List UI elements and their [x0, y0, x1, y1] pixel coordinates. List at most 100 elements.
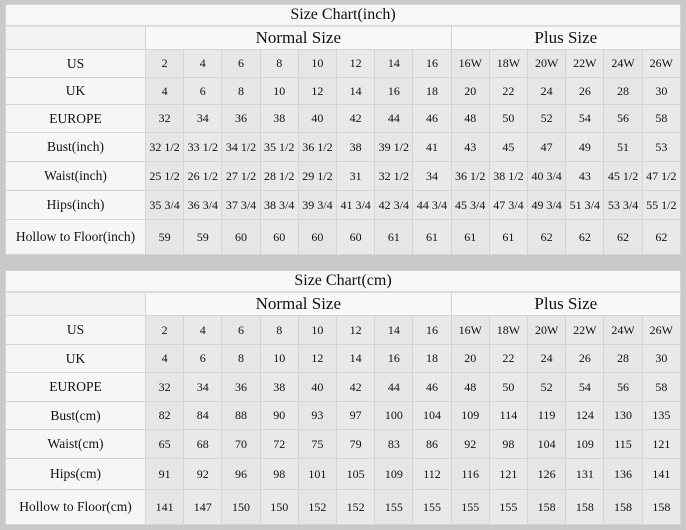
size-value-cell: 114 — [488, 401, 529, 430]
row-label: US — [5, 315, 146, 345]
group-header-normal: Normal Size — [145, 25, 452, 50]
size-value-cell: 83 — [374, 429, 414, 459]
size-value-cell: 38 — [336, 132, 376, 162]
size-value-cell: 8 — [221, 77, 261, 105]
size-value-cell: 10 — [297, 49, 338, 78]
size-value-cell: 32 — [144, 372, 185, 402]
size-value-cell: 62 — [527, 219, 567, 255]
size-value-cell: 34 — [183, 372, 223, 402]
size-value-cell: 25 1/2 — [144, 161, 185, 191]
row-label: UK — [5, 77, 146, 105]
table-row: Bust(inch) 32 1/2 33 1/2 34 1/2 35 1/2 36 1/2… — [5, 132, 682, 162]
size-value-cell: 116 — [450, 458, 490, 490]
size-value-cell: 14 — [374, 49, 414, 78]
size-value-cell: 47 3/4 — [488, 190, 529, 220]
size-value-cell: 38 1/2 — [488, 161, 529, 191]
size-value-cell: 30 — [641, 77, 682, 105]
size-value-cell: 41 3/4 — [336, 190, 376, 220]
size-value-cell: 155 — [488, 489, 529, 525]
corner-cell — [5, 291, 146, 316]
size-value-cell: 60 — [221, 219, 261, 255]
table-row: Waist(cm) 65 68 70 72 75 79 83 86 92 98 104 109 115 12… — [5, 429, 682, 459]
size-value-cell: 6 — [221, 315, 261, 345]
table-title: Size Chart(cm) — [5, 270, 681, 293]
size-value-cell: 48 — [450, 104, 490, 133]
size-value-cell: 158 — [527, 489, 567, 525]
size-value-cell: 12 — [336, 315, 376, 345]
size-value-cell: 75 — [297, 429, 338, 459]
size-value-cell: 61 — [412, 219, 452, 255]
size-value-cell: 104 — [527, 429, 567, 459]
size-value-cell: 4 — [183, 49, 223, 78]
size-value-cell: 39 3/4 — [297, 190, 338, 220]
size-value-cell: 30 — [641, 344, 682, 373]
size-value-cell: 104 — [412, 401, 452, 430]
size-value-cell: 34 — [183, 104, 223, 133]
size-value-cell: 155 — [412, 489, 452, 525]
size-value-cell: 45 — [488, 132, 529, 162]
size-value-cell: 8 — [221, 344, 261, 373]
size-value-cell: 20W — [527, 315, 567, 345]
corner-cell — [5, 25, 146, 50]
row-label: Hollow to Floor(cm) — [5, 489, 146, 525]
size-value-cell: 10 — [297, 315, 338, 345]
size-value-cell: 16W — [450, 315, 490, 345]
row-label: US — [5, 49, 146, 78]
size-value-cell: 43 — [565, 161, 605, 191]
size-value-cell: 14 — [336, 344, 376, 373]
size-value-cell: 29 1/2 — [297, 161, 338, 191]
size-value-cell: 38 3/4 — [259, 190, 299, 220]
table-row: UK 4 6 8 10 12 14 16 18 20 22 24 26 28 30 — [5, 344, 682, 373]
size-value-cell: 50 — [488, 104, 529, 133]
size-value-cell: 16 — [374, 77, 414, 105]
size-value-cell: 49 3/4 — [527, 190, 567, 220]
row-label: EUROPE — [5, 372, 146, 402]
size-value-cell: 28 — [603, 77, 643, 105]
size-value-cell: 27 1/2 — [221, 161, 261, 191]
size-value-cell: 62 — [603, 219, 643, 255]
size-value-cell: 40 — [297, 104, 338, 133]
size-value-cell: 36 — [221, 372, 261, 402]
size-value-cell: 42 3/4 — [374, 190, 414, 220]
size-value-cell: 6 — [183, 344, 223, 373]
size-value-cell: 131 — [565, 458, 605, 490]
table-row: US 2 4 6 8 10 12 14 16 16W 18W 20W 22W 24W 26W — [5, 49, 682, 78]
size-value-cell: 44 3/4 — [412, 190, 452, 220]
size-value-cell: 45 1/2 — [603, 161, 643, 191]
size-value-cell: 24 — [527, 77, 567, 105]
size-value-cell: 158 — [641, 489, 682, 525]
size-value-cell: 62 — [565, 219, 605, 255]
size-value-cell: 54 — [565, 104, 605, 133]
size-value-cell: 39 1/2 — [374, 132, 414, 162]
size-value-cell: 61 — [374, 219, 414, 255]
size-value-cell: 10 — [259, 344, 299, 373]
table-row: Hollow to Floor(cm) 141 147 150 150 152 152 155… — [5, 489, 682, 525]
size-value-cell: 32 1/2 — [374, 161, 414, 191]
size-value-cell: 115 — [603, 429, 643, 459]
row-label: EUROPE — [5, 104, 146, 133]
row-label: Hips(inch) — [5, 190, 146, 220]
table-row: US 2 4 6 8 10 12 14 16 16W 18W 20W 22W 24W 26W — [5, 315, 682, 345]
size-value-cell: 26 1/2 — [183, 161, 223, 191]
size-value-cell: 68 — [183, 429, 223, 459]
size-value-cell: 54 — [565, 372, 605, 402]
size-value-cell: 58 — [641, 104, 682, 133]
table-row: EUROPE 32 34 36 38 40 42 44 46 48 50 52 54 56 58 — [5, 104, 682, 133]
size-value-cell: 22 — [488, 77, 529, 105]
size-value-cell: 101 — [297, 458, 338, 490]
size-value-cell: 51 3/4 — [565, 190, 605, 220]
size-value-cell: 36 3/4 — [183, 190, 223, 220]
size-value-cell: 2 — [144, 315, 185, 345]
size-value-cell: 31 — [336, 161, 376, 191]
size-table: Size Chart(cm) Normal Size Plus Size US 2 4 6 8… — [5, 270, 682, 525]
size-value-cell: 51 — [603, 132, 643, 162]
size-value-cell: 124 — [565, 401, 605, 430]
size-value-cell: 38 — [259, 372, 299, 402]
size-value-cell: 6 — [221, 49, 261, 78]
size-value-cell: 109 — [374, 458, 414, 490]
size-value-cell: 58 — [641, 372, 682, 402]
row-label: Waist(cm) — [5, 429, 146, 459]
size-value-cell: 84 — [183, 401, 223, 430]
size-value-cell: 59 — [144, 219, 185, 255]
size-value-cell: 28 — [603, 344, 643, 373]
